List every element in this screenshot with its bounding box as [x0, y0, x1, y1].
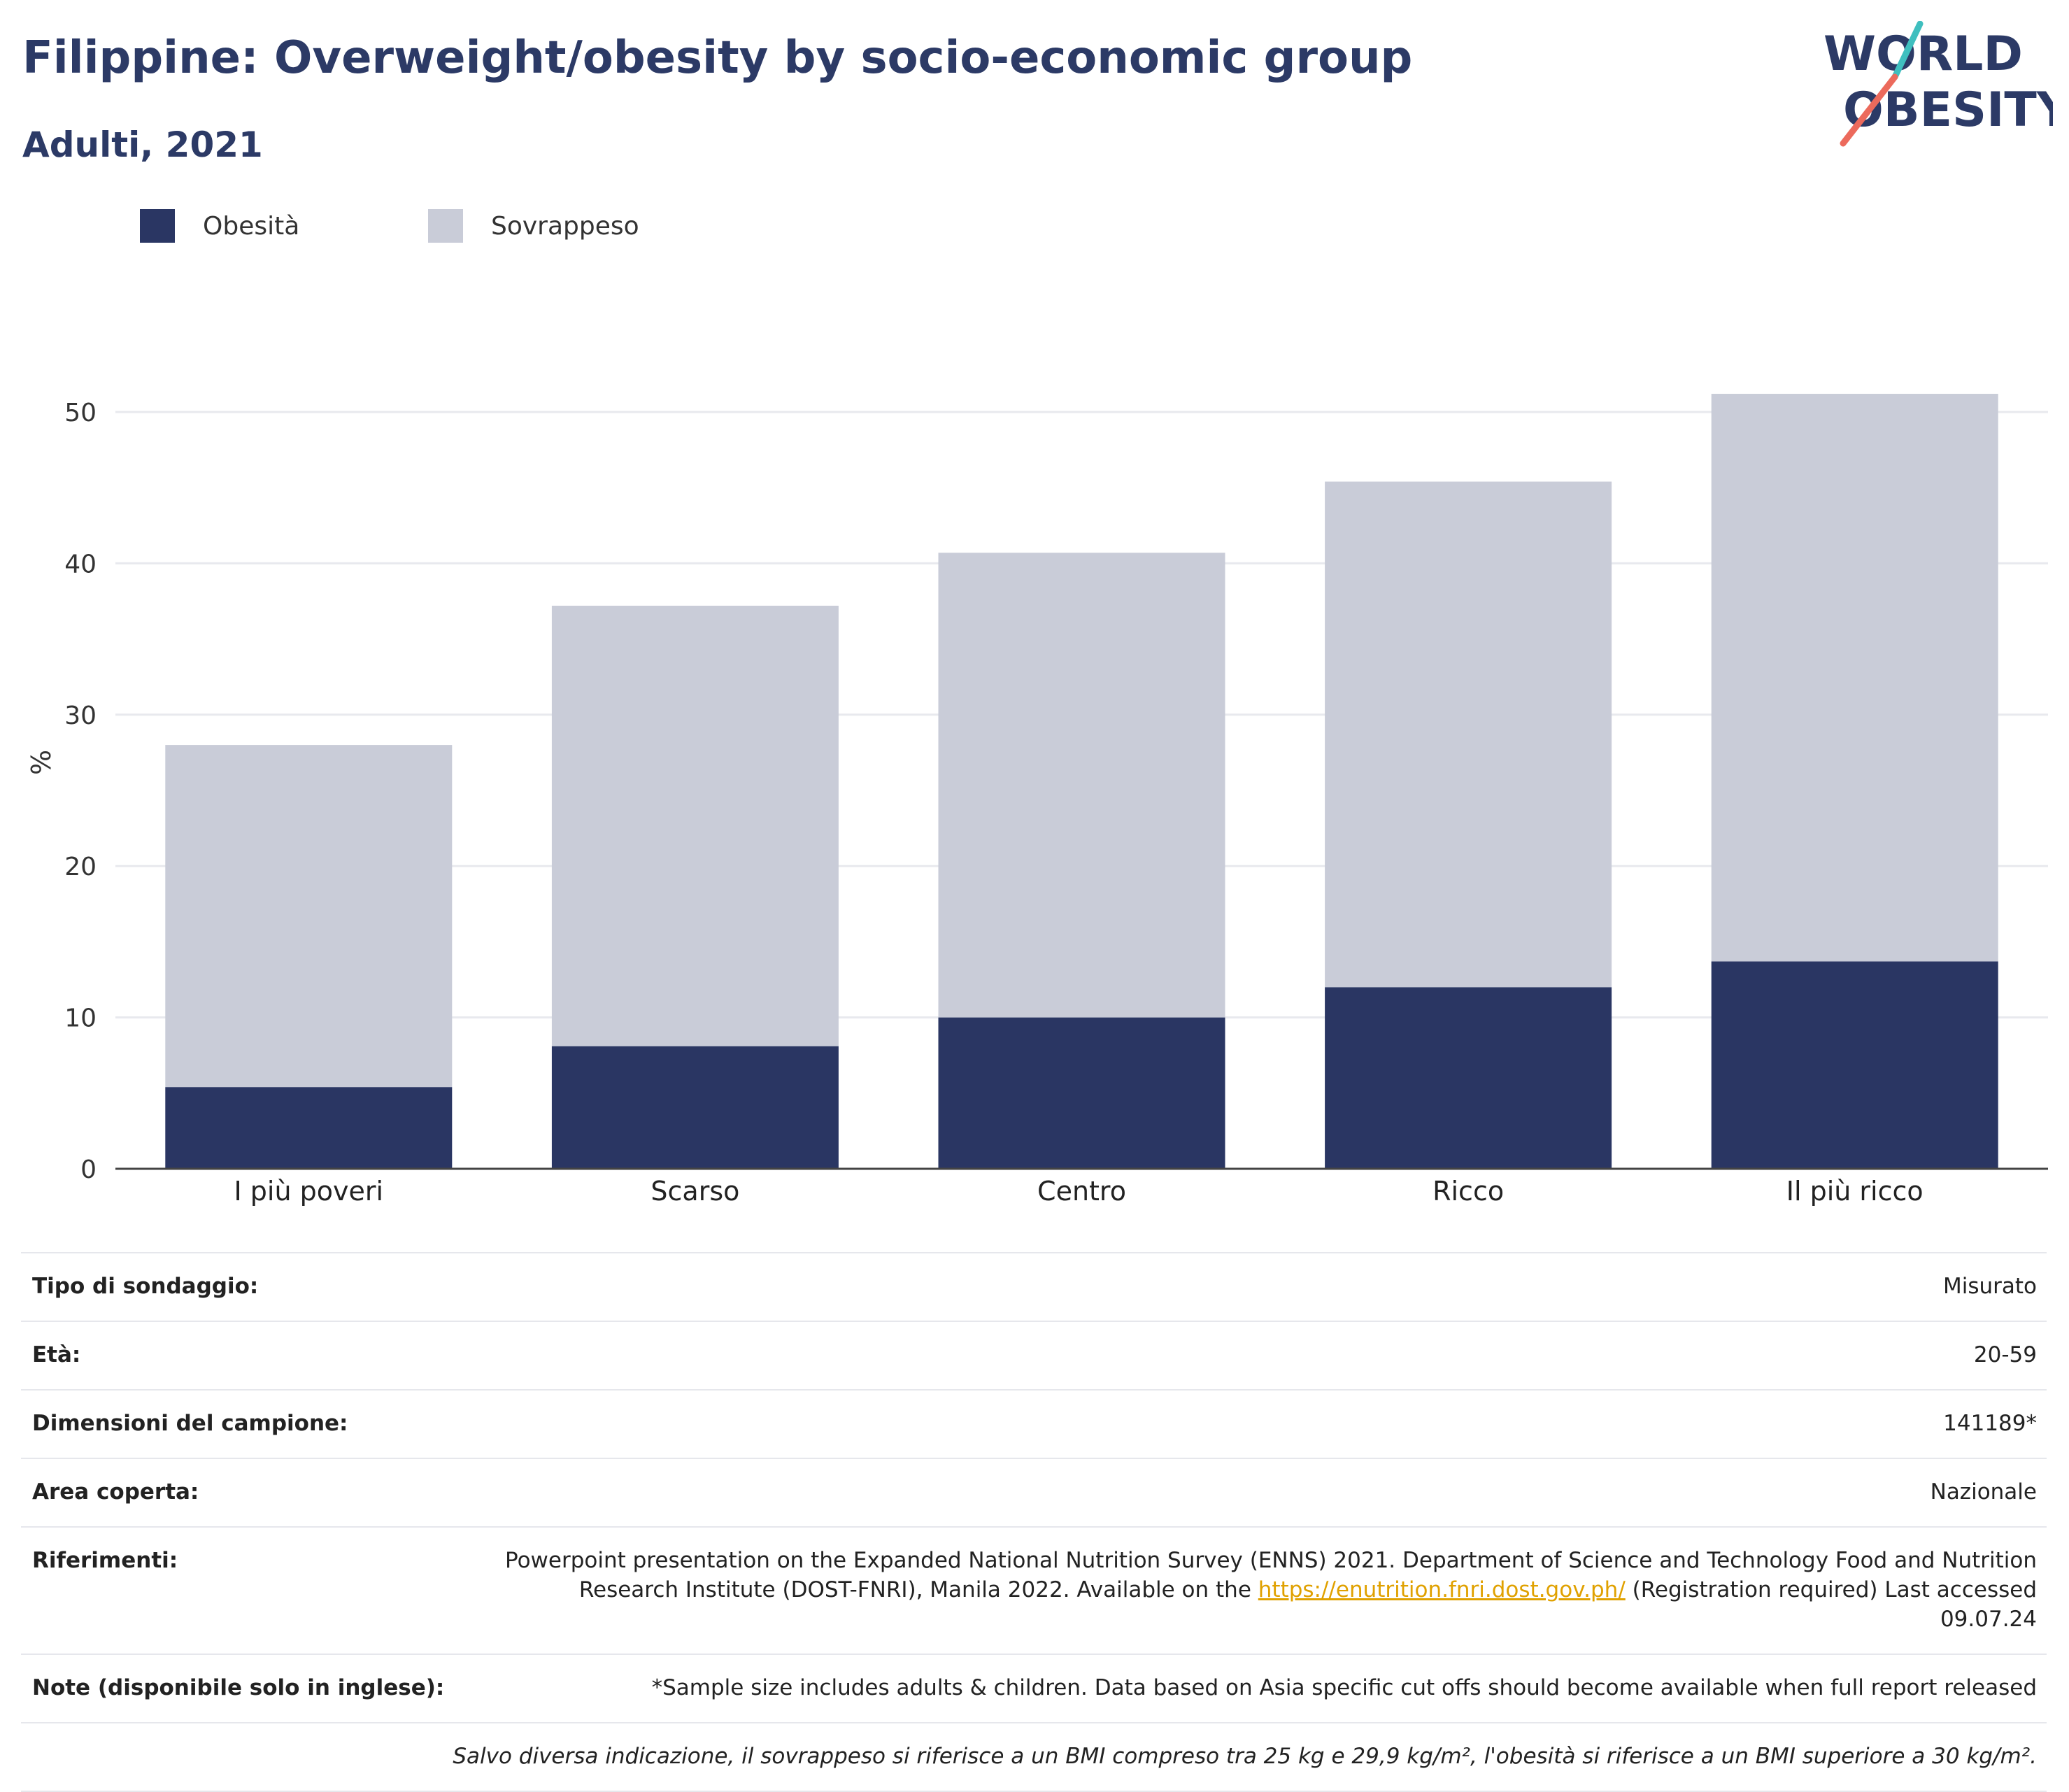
stacked-bar-chart: 0 10 20 30 40 50 I più poveri Scarso Centro Ricc… — [26, 394, 2048, 1207]
chart-title: Filippine: Overweight/obesity by socio-e… — [22, 32, 1413, 84]
chart-subtitle: Adulti, 2021 — [22, 125, 263, 165]
y-tick-label-20: 20 — [64, 853, 97, 881]
x-tick-label-4: Il più ricco — [1786, 1176, 1924, 1207]
bar-obesity-4[interactable] — [1711, 961, 1998, 1169]
x-tick-label-0: I più poveri — [234, 1176, 384, 1207]
info-label-notes: Note (disponibile solo in inglese): — [32, 1675, 445, 1700]
bar-overweight-3[interactable] — [1325, 481, 1612, 988]
x-tick-label-2: Centro — [1037, 1176, 1126, 1207]
bar-obesity-3[interactable] — [1325, 987, 1612, 1169]
y-tick-labels: 0 10 20 30 40 50 — [64, 399, 97, 1184]
references-link[interactable]: https://enutrition.fnri.dost.gov.ph/ — [1258, 1577, 1626, 1602]
info-label-age: Età: — [32, 1342, 81, 1367]
info-label-area: Area coperta: — [32, 1479, 199, 1505]
references-text-after: (Registration required) Last accessed 09… — [1632, 1577, 2037, 1632]
info-row-sample-size: Dimensioni del campione: 141189* — [21, 1389, 2047, 1458]
info-row-notes: Note (disponibile solo in inglese): *Sam… — [21, 1654, 2047, 1722]
bar-obesity-2[interactable] — [938, 1017, 1225, 1169]
info-value-area: Nazionale — [1930, 1479, 2037, 1505]
bar-overweight-1[interactable] — [551, 605, 839, 1046]
info-table: Tipo di sondaggio: Misurato Età: 20-59 D… — [21, 1252, 2047, 1792]
bmi-footnote: Salvo diversa indicazione, il sovrappeso… — [21, 1722, 2047, 1792]
logo-line1: WORLD — [1823, 27, 2023, 82]
y-tick-label-0: 0 — [80, 1155, 97, 1184]
info-row-area: Area coperta: Nazionale — [21, 1458, 2047, 1526]
x-tick-label-1: Scarso — [650, 1176, 739, 1207]
info-value-survey-type: Misurato — [1942, 1274, 2037, 1299]
bar-overweight-4[interactable] — [1711, 394, 1998, 962]
info-row-survey-type: Tipo di sondaggio: Misurato — [21, 1252, 2047, 1321]
info-value-age: 20-59 — [1973, 1342, 2037, 1367]
bar-overweight-2[interactable] — [938, 553, 1225, 1018]
y-axis-title: % — [26, 750, 57, 775]
info-value-sample-size: 141189* — [1943, 1411, 2037, 1436]
info-label-sample-size: Dimensioni del campione: — [32, 1411, 348, 1436]
info-label-references: Riferimenti: — [32, 1548, 178, 1573]
bar-overweight-0[interactable] — [165, 745, 453, 1088]
info-row-age: Età: 20-59 — [21, 1321, 2047, 1389]
y-tick-label-10: 10 — [64, 1004, 97, 1033]
y-tick-label-30: 30 — [64, 702, 97, 730]
bar-obesity-0[interactable] — [165, 1087, 453, 1169]
references-text: Powerpoint presentation on the Expanded … — [504, 1548, 2037, 1602]
bars — [115, 394, 2048, 1170]
x-tick-labels: I più poveri Scarso Centro Ricco Il più ricc… — [234, 1176, 1924, 1207]
legend-swatch-overweight — [428, 209, 463, 243]
legend-swatch-obesity — [140, 209, 175, 243]
bar-obesity-1[interactable] — [551, 1046, 839, 1169]
legend-label-overweight: Sovrappeso — [491, 211, 639, 241]
x-tick-label-3: Ricco — [1432, 1176, 1504, 1207]
y-tick-label-40: 40 — [64, 550, 97, 578]
info-label-survey-type: Tipo di sondaggio: — [32, 1274, 259, 1299]
legend-label-obesity: Obesità — [203, 211, 300, 241]
info-row-references: Riferimenti: Powerpoint presentation on … — [21, 1526, 2047, 1654]
y-tick-label-50: 50 — [64, 399, 97, 427]
info-value-references: Powerpoint presentation on the Expanded … — [491, 1546, 2037, 1634]
legend-item-obesity[interactable]: Obesità — [140, 208, 299, 243]
logo-line2: OBESITY — [1843, 83, 2053, 138]
info-value-notes: *Sample size includes adults & children.… — [651, 1675, 2037, 1700]
legend-item-overweight[interactable]: Sovrappeso — [428, 208, 639, 243]
world-obesity-logo: WORLD OBESITY — [1823, 21, 2053, 147]
